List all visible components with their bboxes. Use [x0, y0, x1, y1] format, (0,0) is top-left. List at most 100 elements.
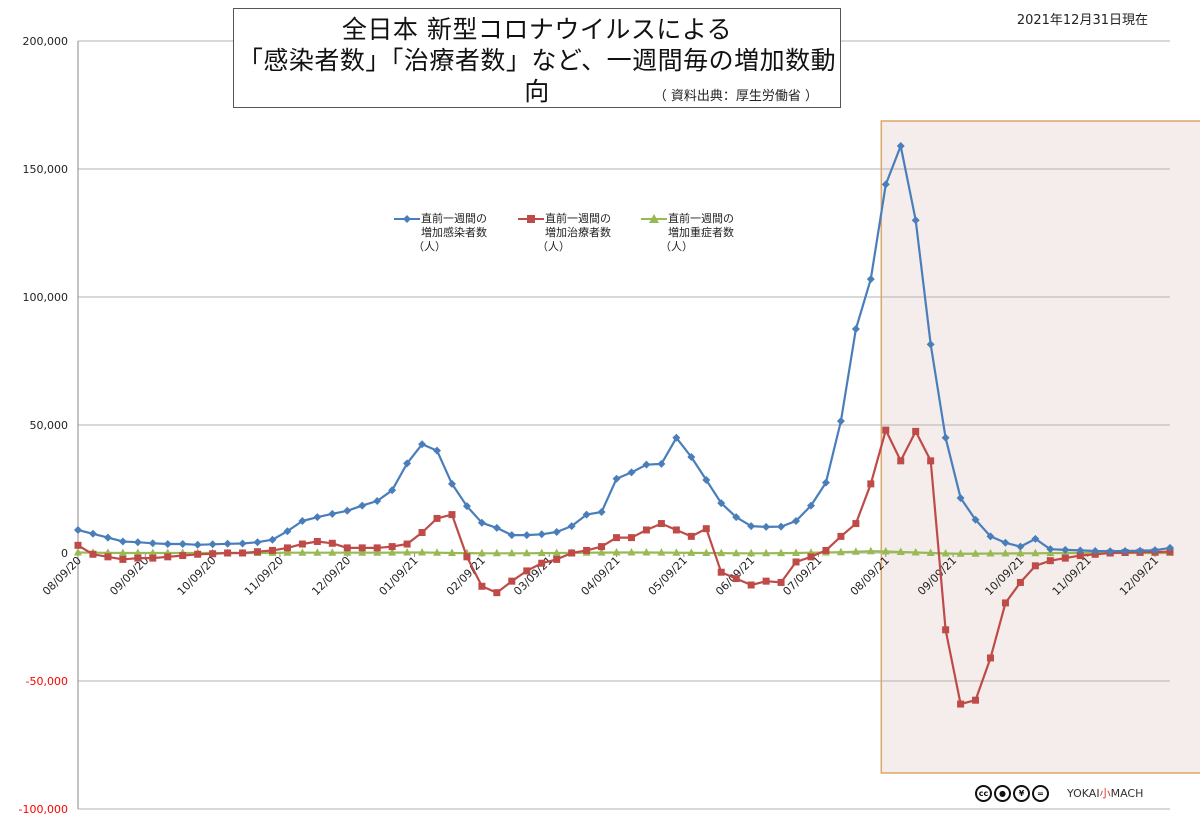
cc-by-icon: ● — [994, 784, 1011, 802]
data-point — [642, 460, 651, 469]
data-point — [298, 548, 307, 556]
data-point — [492, 548, 501, 557]
data-point — [388, 543, 396, 551]
data-point — [103, 533, 112, 542]
data-point — [134, 554, 142, 562]
data-point — [657, 520, 665, 528]
data-point — [777, 548, 786, 557]
y-tick-label: -100,000 — [19, 803, 68, 816]
data-point — [762, 548, 771, 557]
data-point — [1076, 546, 1085, 555]
data-point — [149, 554, 157, 562]
data-point — [508, 577, 516, 585]
data-point — [822, 546, 830, 554]
data-point — [74, 525, 82, 534]
data-point — [208, 540, 217, 549]
data-point — [806, 501, 815, 510]
data-point — [807, 553, 815, 561]
x-tick-label: 02/09/21 — [444, 554, 488, 598]
data-point — [477, 518, 486, 527]
data-point — [418, 440, 427, 449]
data-point — [612, 547, 621, 556]
data-point — [492, 523, 501, 532]
data-point — [568, 549, 576, 557]
x-tick-label: 10/09/20 — [175, 554, 219, 598]
data-point — [358, 548, 367, 556]
data-point — [911, 216, 920, 225]
data-point — [836, 547, 845, 556]
data-point — [941, 433, 950, 442]
data-point — [642, 547, 651, 556]
y-tick-label: 150,000 — [23, 163, 69, 176]
chart-title-box: 全日本 新型コロナウイルスによる 「感染者数」「治療者数」など、一週間毎の増加数… — [233, 8, 841, 108]
data-point — [867, 480, 875, 488]
x-tick-label: 04/09/21 — [579, 554, 623, 598]
cc-nc-icon: ¥ — [1013, 784, 1030, 802]
data-point — [523, 567, 531, 575]
data-point — [598, 543, 606, 551]
data-point — [582, 510, 591, 519]
chart-source-note: （ 資料出典：厚生労働省 ） — [653, 89, 818, 104]
data-point — [343, 506, 352, 515]
data-point — [1121, 546, 1130, 555]
data-point — [164, 553, 172, 561]
data-point — [583, 546, 591, 554]
data-point — [328, 539, 336, 547]
data-point — [193, 540, 202, 549]
data-point — [538, 559, 546, 567]
legend-unit: （人） — [537, 240, 570, 253]
cc-nd-icon: = — [1032, 784, 1049, 802]
highlight-region — [880, 120, 1200, 774]
data-point — [447, 548, 456, 556]
data-point — [133, 548, 142, 556]
data-point — [313, 548, 322, 556]
data-point — [747, 548, 756, 557]
data-point — [447, 479, 456, 488]
data-point — [74, 547, 82, 556]
data-point — [672, 526, 680, 534]
data-point — [1016, 578, 1024, 586]
data-point — [926, 340, 935, 349]
data-point — [1046, 557, 1054, 565]
data-point — [717, 568, 725, 576]
data-point — [972, 696, 980, 704]
data-point — [612, 474, 621, 483]
legend-item-infections: 直前一週間の 増加感染者数 （人） — [393, 212, 533, 254]
legend-label: 増加重症者数 — [668, 226, 734, 239]
data-point — [403, 540, 411, 548]
data-point — [522, 548, 531, 557]
data-point — [88, 529, 97, 538]
data-point — [477, 548, 486, 557]
data-point — [777, 522, 786, 531]
data-point — [89, 550, 97, 558]
data-point — [956, 493, 965, 502]
chart-title-line-1: 全日本 新型コロナウイルスによる — [341, 15, 733, 44]
data-point — [104, 553, 112, 561]
data-point — [178, 540, 187, 549]
y-tick-label: 50,000 — [30, 419, 69, 432]
data-point — [253, 538, 262, 547]
data-point — [343, 548, 352, 556]
y-tick-label: 100,000 — [23, 291, 69, 304]
data-point — [986, 532, 995, 541]
data-point — [418, 529, 426, 537]
x-tick-label: 12/09/20 — [309, 554, 353, 598]
legend-item-severe: 直前一週間の 増加重症者数 （人） — [640, 212, 780, 254]
data-point — [358, 544, 366, 552]
data-point — [672, 548, 681, 556]
data-point — [313, 537, 321, 545]
data-point — [194, 550, 202, 558]
data-point — [343, 544, 351, 552]
data-point — [119, 555, 127, 563]
data-point — [433, 446, 442, 455]
data-point — [283, 527, 292, 536]
data-point — [957, 700, 965, 708]
data-point — [1106, 547, 1115, 556]
data-point — [507, 531, 516, 540]
data-point — [1016, 548, 1025, 557]
data-point — [433, 514, 441, 522]
data-point — [507, 548, 516, 557]
data-point — [388, 486, 397, 495]
data-point — [852, 520, 860, 528]
data-point — [433, 548, 442, 556]
